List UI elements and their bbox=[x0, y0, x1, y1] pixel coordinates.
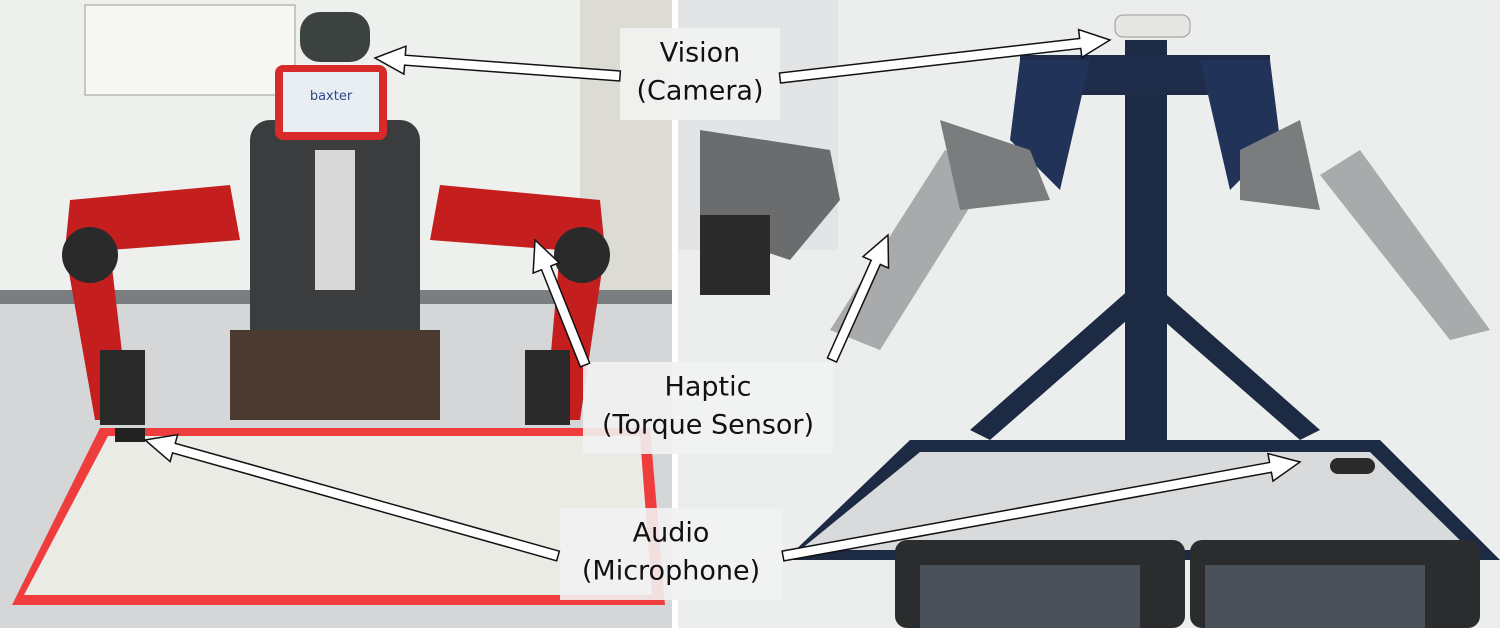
right-photo bbox=[678, 0, 1500, 628]
screen-text: baxter bbox=[310, 89, 353, 104]
label-title: Haptic bbox=[665, 372, 752, 403]
label-title: Audio bbox=[633, 518, 710, 549]
arrow bbox=[143, 433, 561, 562]
label-subtitle: (Torque Sensor) bbox=[602, 410, 814, 441]
label-title: Vision bbox=[660, 38, 741, 69]
arrow bbox=[781, 452, 1302, 562]
arrow bbox=[778, 28, 1112, 84]
arrow bbox=[532, 238, 591, 368]
arrow bbox=[373, 45, 622, 82]
labels: Vision (Camera) Haptic (Torque Sensor) A… bbox=[560, 28, 833, 600]
label-subtitle: (Camera) bbox=[636, 76, 763, 107]
arrows bbox=[143, 28, 1302, 562]
label-subtitle: (Microphone) bbox=[582, 556, 760, 587]
arrow bbox=[826, 233, 890, 364]
